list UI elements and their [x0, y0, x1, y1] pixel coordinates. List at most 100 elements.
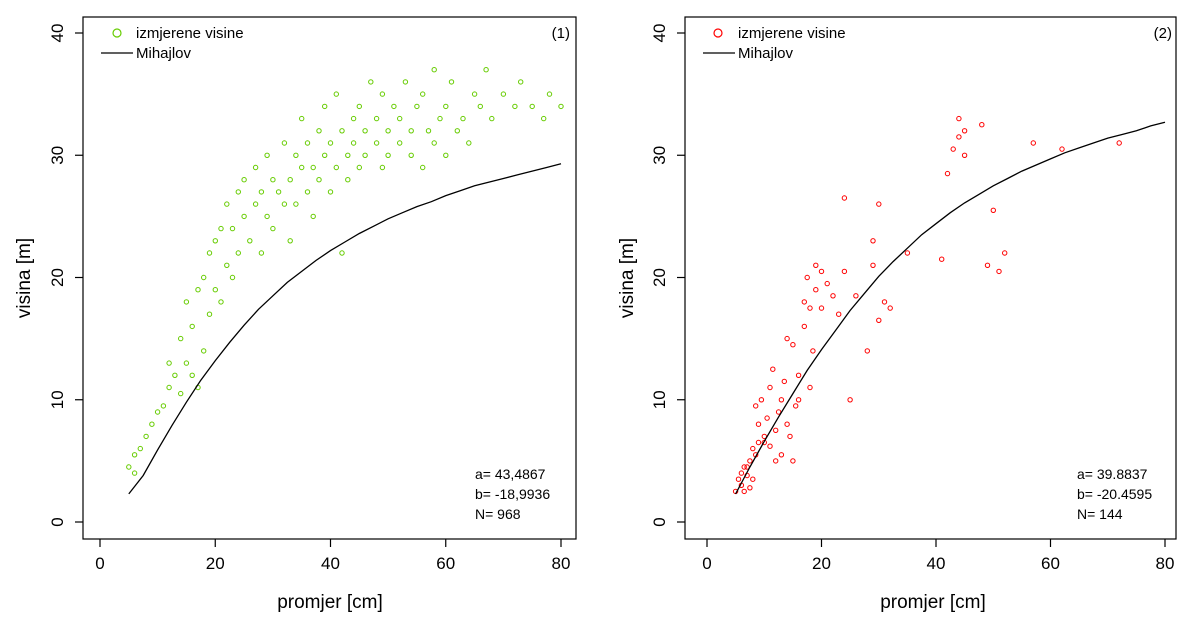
data-point	[379, 91, 386, 97]
data-point	[818, 305, 825, 311]
data-point	[391, 103, 397, 110]
data-point	[304, 189, 311, 195]
data-point	[767, 443, 773, 449]
data-point	[339, 250, 345, 256]
data-point	[741, 464, 747, 470]
data-point	[229, 274, 236, 281]
data-point	[870, 238, 876, 244]
data-point	[870, 262, 876, 268]
data-point	[281, 140, 288, 146]
data-point	[420, 91, 426, 97]
data-point	[183, 299, 190, 305]
x-axis-title: promjer [cm]	[880, 592, 986, 613]
data-point	[270, 225, 276, 232]
data-point	[956, 134, 962, 140]
data-point	[795, 397, 802, 403]
data-point	[876, 317, 882, 323]
data-point	[750, 445, 756, 452]
data-point	[149, 421, 155, 427]
data-point	[345, 152, 351, 159]
data-point	[990, 207, 996, 214]
y-tick-label: 20	[650, 268, 669, 287]
data-point	[489, 115, 495, 122]
data-point	[373, 115, 380, 122]
data-point	[767, 384, 773, 391]
chart-panel-1: 0 20 40 60 80 0 10 20 30 40 promjer [cm] visina […	[14, 16, 577, 613]
data-point	[795, 372, 802, 378]
data-point	[218, 225, 224, 232]
x-tick-label: 0	[702, 554, 711, 573]
data-point	[402, 79, 409, 85]
data-point	[201, 348, 207, 354]
y-axis-title: visina [m]	[14, 238, 35, 318]
data-point	[206, 250, 213, 256]
data-point	[258, 250, 265, 256]
data-point	[801, 299, 807, 305]
data-point	[500, 91, 507, 97]
y-tick-label: 0	[48, 517, 67, 526]
data-point	[773, 458, 779, 464]
data-point	[793, 403, 799, 409]
panel-label: (1)	[552, 25, 570, 42]
data-point	[362, 128, 368, 134]
data-point	[460, 115, 466, 122]
data-point	[189, 372, 195, 378]
data-point	[212, 287, 219, 293]
data-point	[996, 268, 1002, 275]
data-point	[801, 323, 807, 330]
x-tick-label: 40	[321, 554, 340, 573]
data-point	[310, 213, 316, 220]
data-point	[750, 476, 756, 482]
data-point	[316, 128, 322, 134]
data-point	[333, 164, 339, 171]
data-point	[804, 274, 810, 281]
data-point	[758, 397, 765, 403]
data-point	[477, 103, 483, 110]
data-point	[448, 79, 455, 85]
x-tick-label: 60	[436, 554, 455, 573]
data-point	[518, 79, 524, 85]
data-point	[466, 140, 472, 146]
legend-point-marker	[713, 28, 723, 38]
data-point	[131, 452, 138, 458]
data-point	[322, 103, 328, 110]
data-point	[356, 164, 362, 171]
data-point	[790, 458, 796, 464]
data-point	[443, 103, 449, 110]
data-point	[333, 91, 339, 97]
data-point	[471, 91, 478, 97]
data-point	[784, 335, 790, 342]
data-point	[414, 103, 420, 110]
data-point	[189, 323, 195, 330]
data-point	[741, 488, 747, 495]
data-point	[287, 177, 293, 183]
data-point	[443, 152, 449, 159]
data-point	[339, 128, 345, 134]
data-point	[258, 189, 265, 195]
data-point	[327, 189, 334, 195]
data-point	[224, 201, 230, 207]
data-point	[813, 287, 819, 293]
stat-a: a= 43,4867	[475, 466, 546, 482]
data-point	[770, 366, 776, 372]
legend-curve-label: Mihajlov	[136, 45, 192, 62]
x-tick-label: 20	[206, 554, 225, 573]
axis-ticks: 0 20 40 60 80 0 10 20 30 40	[48, 24, 570, 573]
data-point	[235, 250, 242, 256]
data-point	[529, 103, 535, 110]
data-point	[143, 433, 149, 440]
data-point	[747, 458, 753, 464]
stat-b: b= -20.4595	[1077, 486, 1152, 502]
data-point	[287, 238, 293, 244]
data-point	[373, 140, 380, 146]
plot-frame	[684, 16, 1177, 540]
data-point	[431, 67, 437, 73]
data-point	[753, 403, 759, 409]
data-point	[293, 201, 299, 207]
data-point	[350, 115, 357, 122]
y-axis-title: visina [m]	[617, 238, 638, 318]
data-point	[425, 128, 432, 134]
x-tick-label: 80	[1156, 554, 1175, 573]
y-tick-label: 30	[48, 146, 67, 165]
data-point	[154, 409, 161, 415]
